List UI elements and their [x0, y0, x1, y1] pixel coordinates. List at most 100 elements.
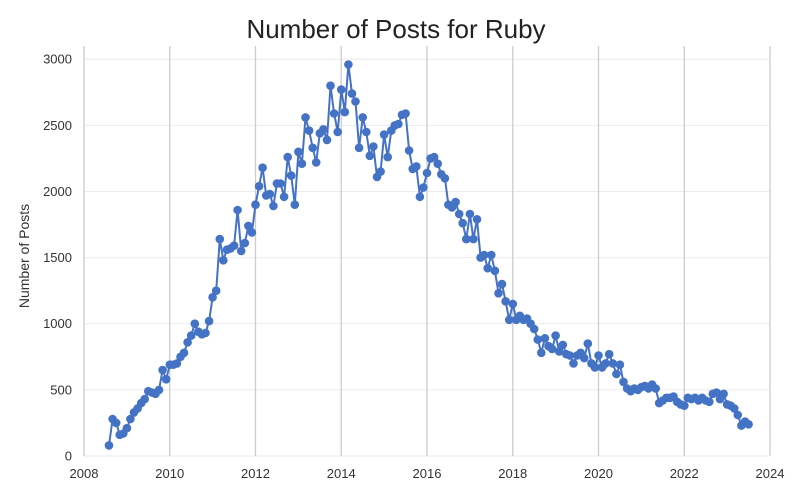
data-point	[179, 348, 189, 358]
x-tick-label: 2008	[70, 466, 99, 481]
data-point	[472, 215, 482, 224]
data-point	[354, 143, 364, 153]
data-point	[601, 359, 610, 368]
x-tick-label: 2010	[155, 466, 184, 481]
data-point	[322, 135, 332, 145]
data-point	[401, 109, 410, 118]
data-point	[376, 167, 385, 176]
data-point	[508, 299, 518, 309]
data-point	[440, 174, 450, 183]
y-axis-ticks: 0 500 1000 1500 2000 2500 3000	[43, 52, 72, 464]
data-point	[619, 377, 628, 387]
data-point	[161, 375, 171, 384]
data-point	[244, 221, 253, 231]
y-tick-label: 1500	[43, 250, 72, 265]
data-point	[140, 394, 149, 404]
data-point	[501, 297, 510, 306]
data-point	[479, 250, 489, 260]
data-point	[365, 151, 375, 161]
data-point	[462, 234, 471, 244]
data-point	[286, 171, 296, 180]
data-point	[705, 397, 714, 407]
data-point	[358, 113, 368, 122]
data-point	[344, 60, 353, 69]
y-axis-label: Number of Posts	[16, 204, 32, 308]
grid	[84, 46, 770, 457]
data-point	[254, 181, 264, 191]
chart-title: Number of Posts for Ruby	[246, 14, 545, 44]
data-point	[251, 200, 260, 209]
data-point	[608, 359, 618, 368]
y-tick-label: 0	[65, 449, 72, 464]
data-point	[415, 192, 425, 202]
data-point	[483, 263, 493, 273]
data-point	[240, 238, 250, 248]
data-point	[565, 351, 575, 360]
data-point	[269, 201, 278, 211]
data-point	[201, 328, 210, 338]
data-point	[554, 347, 564, 356]
data-point	[329, 109, 339, 118]
data-point	[247, 228, 257, 237]
data-point	[126, 414, 135, 424]
data-point	[454, 209, 464, 219]
y-tick-label: 1000	[43, 316, 72, 331]
data-point	[719, 389, 728, 399]
x-tick-label: 2020	[584, 466, 613, 481]
data-point	[319, 125, 328, 134]
data-point	[279, 192, 289, 202]
data-point	[215, 234, 225, 244]
data-point	[158, 365, 167, 375]
data-point	[236, 246, 246, 256]
data-point	[229, 241, 239, 250]
data-point	[469, 234, 478, 244]
data-point	[429, 152, 439, 162]
data-point	[712, 388, 721, 397]
data-point	[533, 335, 543, 344]
data-point	[383, 152, 393, 162]
data-point	[301, 113, 310, 122]
data-point	[304, 126, 314, 135]
data-point	[111, 418, 121, 428]
data-point	[369, 142, 378, 151]
data-point	[412, 162, 421, 171]
data-point	[265, 189, 275, 199]
data-point	[590, 363, 600, 372]
data-point	[394, 119, 403, 129]
data-point	[333, 127, 343, 137]
data-point	[529, 324, 539, 334]
data-point	[433, 159, 443, 168]
data-point	[347, 89, 357, 98]
data-point	[290, 200, 300, 209]
data-point	[465, 209, 475, 219]
y-tick-label: 2500	[43, 118, 72, 133]
data-point	[497, 279, 507, 289]
data-point	[337, 85, 346, 94]
data-point	[615, 360, 625, 370]
data-point	[594, 351, 603, 360]
data-point	[733, 410, 743, 420]
data-point	[183, 338, 192, 347]
data-point	[351, 97, 360, 106]
data-point	[283, 152, 293, 162]
x-tick-label: 2022	[670, 466, 699, 481]
y-tick-label: 3000	[43, 52, 72, 67]
data-point	[219, 255, 228, 265]
data-point	[362, 127, 371, 137]
data-point	[276, 179, 285, 188]
data-point	[579, 353, 589, 363]
data-point	[604, 349, 614, 359]
data-point	[326, 81, 335, 90]
data-point	[651, 384, 660, 393]
data-point	[490, 266, 500, 276]
data-point	[379, 130, 389, 139]
data-point	[340, 107, 350, 117]
data-point	[494, 289, 503, 298]
data-point	[551, 331, 560, 340]
data-point	[122, 423, 132, 433]
data-point	[422, 168, 432, 178]
x-tick-label: 2012	[241, 466, 270, 481]
data-point	[730, 404, 739, 413]
data-point	[540, 334, 550, 343]
data-point	[186, 331, 196, 340]
